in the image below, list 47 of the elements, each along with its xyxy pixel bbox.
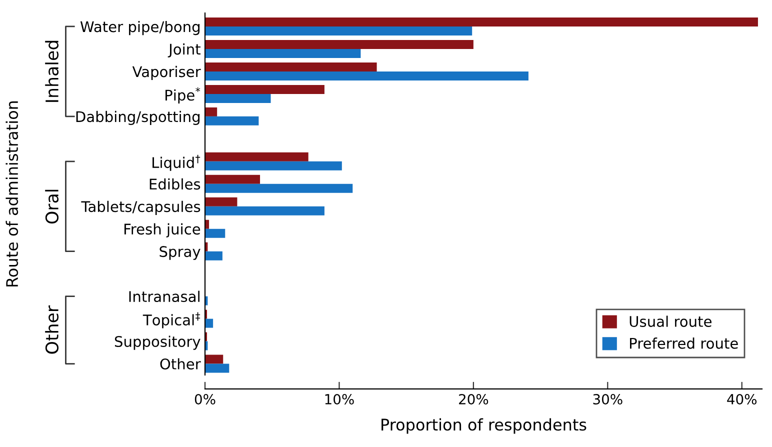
y-tick-label: Spray [160,246,200,260]
bar [205,116,259,126]
bar [205,17,758,26]
bar [205,62,377,72]
y-tick-label: Liquid$^{†}$ [152,154,200,171]
y-tick-label: Suppository [114,336,200,350]
x-tick-label: 40% [727,394,757,404]
bar [205,94,271,103]
y-tick-label: Water pipe/bong [80,20,200,36]
y-tick-label: Dabbing/spotting [76,110,200,125]
y-tick-label: Tablets/capsules [81,200,200,215]
x-tick-label: 0% [194,394,216,404]
bar [205,48,361,58]
bar [205,40,474,49]
bar [205,197,238,206]
y-tick-label: Joint [168,43,200,58]
bar [205,228,226,238]
x-tick-label: 30% [593,394,622,404]
bar [205,354,224,364]
bar [205,26,472,36]
text: Oral [45,190,59,224]
legend-label: Usual route [630,316,712,327]
y-tick-label: Intranasal [129,290,200,302]
bar [205,318,214,328]
bar [205,251,222,260]
y-tick-label: Fresh juice [124,223,200,238]
bar [205,152,308,162]
y-tick-label: Vaporiser [132,66,201,80]
bar [205,107,218,116]
bar [205,364,230,373]
bar [205,84,324,94]
bar [205,174,260,184]
y-tick-label: Topical$^{‡}$ [142,312,200,328]
bar [205,184,353,193]
bar [205,71,528,80]
x-axis-title: Proportion of respondents [382,418,586,434]
bar [205,161,342,170]
y-tick-label: Edibles [150,178,200,190]
y-axis-title: Route of administration [6,101,18,286]
y-tick-label: Pipe$^{*}$ [166,87,200,104]
x-tick-label: 10% [325,394,354,404]
bar [205,206,324,216]
text: Inhaled [45,40,59,102]
y-tick-label: Other [160,358,201,370]
text: Other [45,305,59,354]
x-tick-label: 20% [459,394,488,404]
legend-label: Preferred route [630,338,738,349]
